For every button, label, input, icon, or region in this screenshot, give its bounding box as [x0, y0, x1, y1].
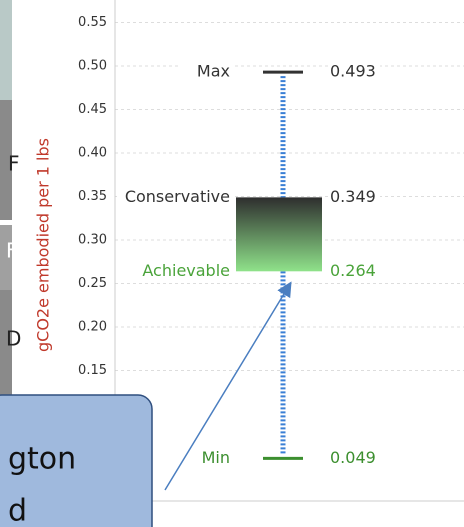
- value-label: 0.264: [330, 261, 376, 280]
- range-box: [236, 197, 322, 272]
- y-axis-label: gCO2e embodied per 1 lbs: [34, 138, 53, 352]
- legend-label: Conservative: [125, 187, 230, 206]
- y-tick-label: 0.50: [78, 59, 107, 74]
- label-bg: [117, 187, 235, 208]
- background-panel: [0, 0, 12, 100]
- y-tick-label: 0.35: [78, 189, 107, 204]
- y-tick-label: 0.20: [78, 320, 107, 335]
- y-tick-label: 0.45: [78, 102, 107, 117]
- label-bg: [180, 448, 232, 469]
- background-letter: F: [8, 152, 20, 176]
- background-panel: [0, 100, 12, 220]
- y-tick-label: 0.15: [78, 363, 107, 378]
- y-tick-label: 0.40: [78, 146, 107, 161]
- value-label: 0.493: [330, 62, 376, 81]
- callout-text: d: [8, 494, 27, 527]
- callout-arrow: [164, 281, 292, 491]
- legend-label: Max: [197, 62, 230, 81]
- callout-box: [0, 394, 153, 527]
- y-tick-label: 0.30: [78, 233, 107, 248]
- legend-label: Min: [202, 448, 230, 467]
- y-tick-label: 0.25: [78, 276, 107, 291]
- plot: 0.15 0.20 0.25 0.30 0.35 0.40 0.45 0.50 0.55 Max 0…: [78, 0, 464, 502]
- legend-label: Achievable: [142, 261, 230, 280]
- background-letter: D: [6, 327, 21, 351]
- label-bg: [328, 261, 380, 282]
- label-bg: [328, 448, 380, 469]
- label-bg: [180, 261, 232, 282]
- y-tick-label: 0.55: [78, 15, 107, 30]
- callout-text: gton: [8, 442, 76, 477]
- background-panel: [0, 290, 12, 400]
- value-label: 0.049: [330, 448, 376, 467]
- label-bg: [328, 62, 380, 83]
- label-bg: [180, 62, 232, 83]
- background-letter: F: [6, 239, 18, 263]
- label-bg: [328, 187, 380, 208]
- value-label: 0.349: [330, 187, 376, 206]
